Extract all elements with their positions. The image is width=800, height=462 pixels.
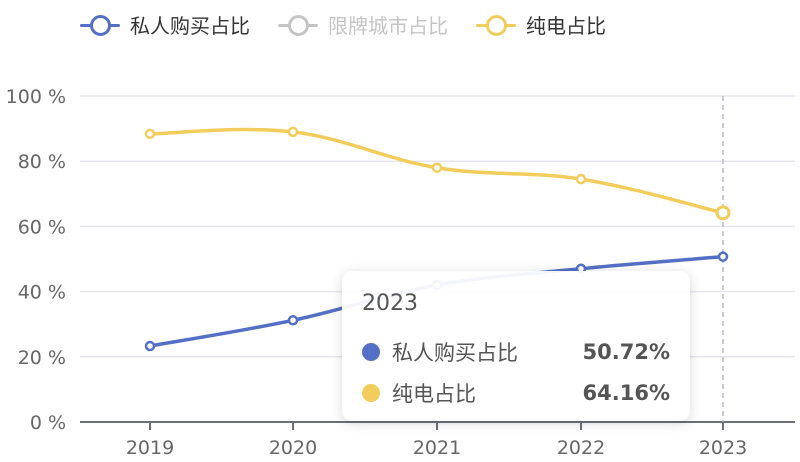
x-tick-label: 2019: [126, 437, 174, 459]
tooltip-series-value: 50.72%: [582, 340, 670, 364]
legend-line-circle-icon: [80, 14, 120, 36]
tooltip-series-label: 纯电占比: [392, 382, 476, 406]
data-point: [431, 162, 443, 173]
series-dot-icon: [362, 343, 380, 361]
x-tick-label: 2020: [269, 437, 317, 459]
legend-line-circle-icon: [476, 14, 516, 36]
legend-label: 私人购买占比: [130, 14, 250, 38]
tooltip-row-private-purchase: 私人购买占比 50.72%: [362, 337, 670, 367]
tooltip-series-value: 64.16%: [582, 381, 670, 405]
data-point: [144, 340, 156, 352]
data-point: [575, 173, 587, 185]
y-tick-label: 80 %: [18, 151, 66, 173]
data-point: [715, 205, 731, 221]
series-dot-icon: [362, 384, 380, 402]
legend-line-circle-icon: [278, 14, 318, 36]
y-tick-label: 40 %: [18, 282, 66, 304]
x-axis-labels: 2019 2020 2021 2022 2023: [126, 437, 747, 459]
tooltip-series-label: 私人购买占比: [392, 341, 518, 365]
legend-item-pure-electric[interactable]: 纯电占比: [476, 10, 606, 39]
legend-item-restricted-city[interactable]: 限牌城市占比: [278, 10, 448, 39]
data-point: [717, 251, 729, 262]
data-point: [287, 126, 299, 138]
x-tick-label: 2022: [557, 437, 605, 459]
tooltip-title: 2023: [362, 291, 418, 316]
tooltip-row-pure-electric: 纯电占比 64.16%: [362, 378, 670, 408]
y-tick-label: 60 %: [18, 216, 66, 238]
x-tick-label: 2023: [699, 437, 747, 459]
tooltip: 2023 私人购买占比 50.72% 纯电占比 64.16%: [342, 271, 690, 421]
data-point: [287, 315, 299, 326]
x-tick-label: 2021: [413, 437, 461, 459]
legend-label: 纯电占比: [526, 14, 606, 38]
legend-item-private-purchase[interactable]: 私人购买占比: [80, 10, 250, 39]
data-point: [144, 128, 156, 140]
legend: 私人购买占比 限牌城市占比 纯电占比: [80, 10, 634, 39]
y-tick-label: 20 %: [18, 347, 66, 369]
y-tick-label: 0 %: [30, 412, 66, 434]
y-tick-label: 100 %: [6, 86, 66, 108]
legend-label: 限牌城市占比: [328, 14, 448, 38]
y-axis-labels: 0 % 20 % 40 % 60 % 80 % 100 %: [6, 86, 66, 434]
